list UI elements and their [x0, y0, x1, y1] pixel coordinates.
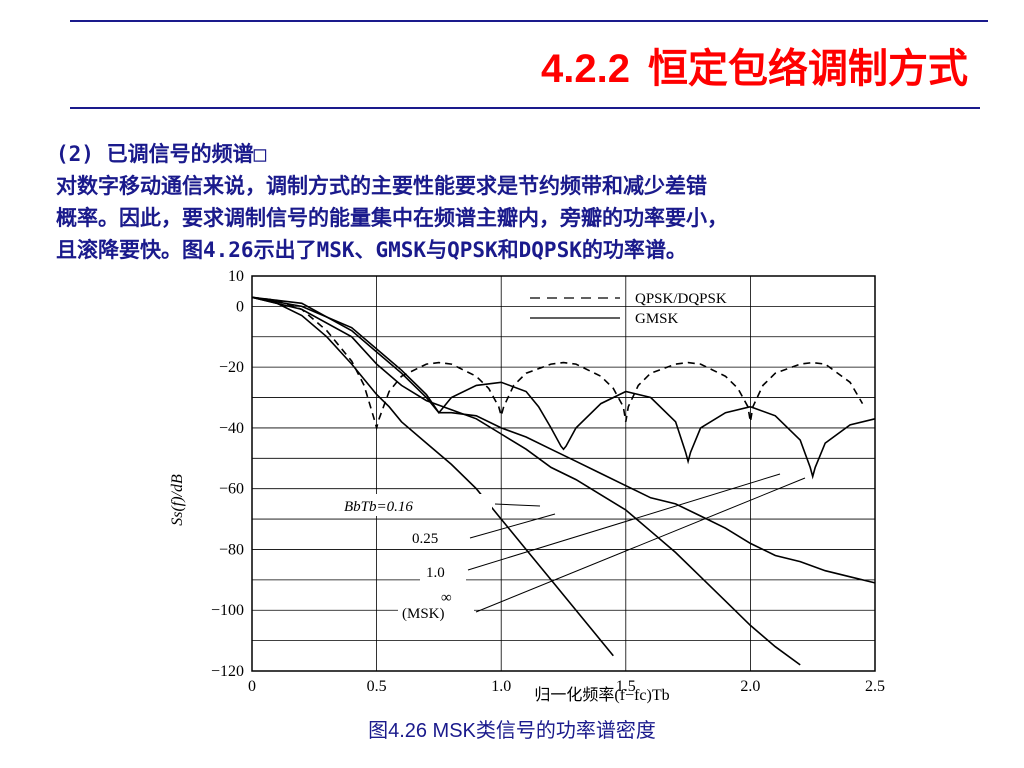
x-tick-label: 0.5 [367, 678, 387, 695]
x-tick-label: 2.5 [865, 678, 885, 695]
chart-ticks: 0 0.5 1.0 1.5 2.0 2.5 10 0 −20 −40 −60 −80 −100 −120 [211, 268, 885, 695]
title-text: 恒定包络调制方式 [648, 47, 968, 91]
annotation-10: 1.0 [426, 565, 445, 581]
section-heading: (2) 已调信号的频谱□ [56, 142, 267, 166]
x-axis-label: 归一化频率(f−fc)Tb [534, 686, 669, 704]
annotations: BbTb=0.16 0.25 1.0 ∞ (MSK) [340, 473, 806, 624]
y-tick-label: −20 [219, 359, 244, 376]
body-line-3: 且滚降要快。图4.26示出了MSK、GMSK与QPSK和DQPSK的功率谱。 [56, 238, 687, 262]
legend: QPSK/DQPSK GMSK [530, 291, 727, 327]
x-tick-label: 1.0 [491, 678, 511, 695]
y-tick-label: 10 [228, 268, 244, 285]
body-line-1: 对数字移动通信来说，调制方式的主要性能要求是节约频带和减少差错 [56, 174, 707, 198]
plot-frame [251, 275, 876, 672]
title-number: 4.2.2 [541, 47, 630, 91]
chart-curves [251, 296, 876, 666]
series-bbtb-1-0 [251, 296, 876, 584]
title-underline [70, 107, 980, 109]
annotation-infinity: ∞ [441, 590, 452, 606]
legend-label-gmsk: GMSK [635, 311, 679, 327]
pointer-line-016 [494, 503, 541, 507]
y-tick-label: −80 [219, 541, 244, 558]
y-tick-label: 0 [236, 298, 244, 315]
annotation-msk: (MSK) [402, 606, 445, 622]
legend-label-qpsk: QPSK/DQPSK [635, 291, 727, 307]
pointer-line-025 [469, 513, 556, 539]
chart-grid [251, 275, 876, 672]
series-qpsk-dqpsk [251, 296, 864, 431]
y-axis-label: Ss(f)/dB [169, 474, 186, 526]
pointer-line-msk [475, 477, 806, 613]
top-rule [70, 20, 988, 22]
y-tick-label: −100 [211, 602, 244, 619]
y-tick-label: −40 [219, 420, 244, 437]
annotation-bbtb-016: BbTb=0.16 [344, 499, 413, 515]
series-bbtb-0-25 [251, 296, 801, 666]
y-tick-label: −120 [211, 663, 244, 680]
pointer-line-10 [467, 473, 781, 571]
slide-title: 4.2.2 恒定包络调制方式 [541, 36, 968, 94]
y-tick-label: −60 [219, 481, 244, 498]
x-tick-label: 0 [248, 678, 256, 695]
annotation-025: 0.25 [412, 531, 438, 547]
x-tick-label: 2.0 [740, 678, 760, 695]
figure-caption: 图4.26 MSK类信号的功率谱密度 [368, 720, 656, 742]
x-tick-label: 1.5 [616, 678, 636, 695]
body-line-2: 概率。因此，要求调制信号的能量集中在频谱主瓣内，旁瓣的功率要小， [56, 206, 728, 230]
series-bbtb-0-16 [251, 296, 614, 657]
psd-chart: 0 0.5 1.0 1.5 2.0 2.5100−20−40−60−80−100−120 … [169, 268, 885, 704]
